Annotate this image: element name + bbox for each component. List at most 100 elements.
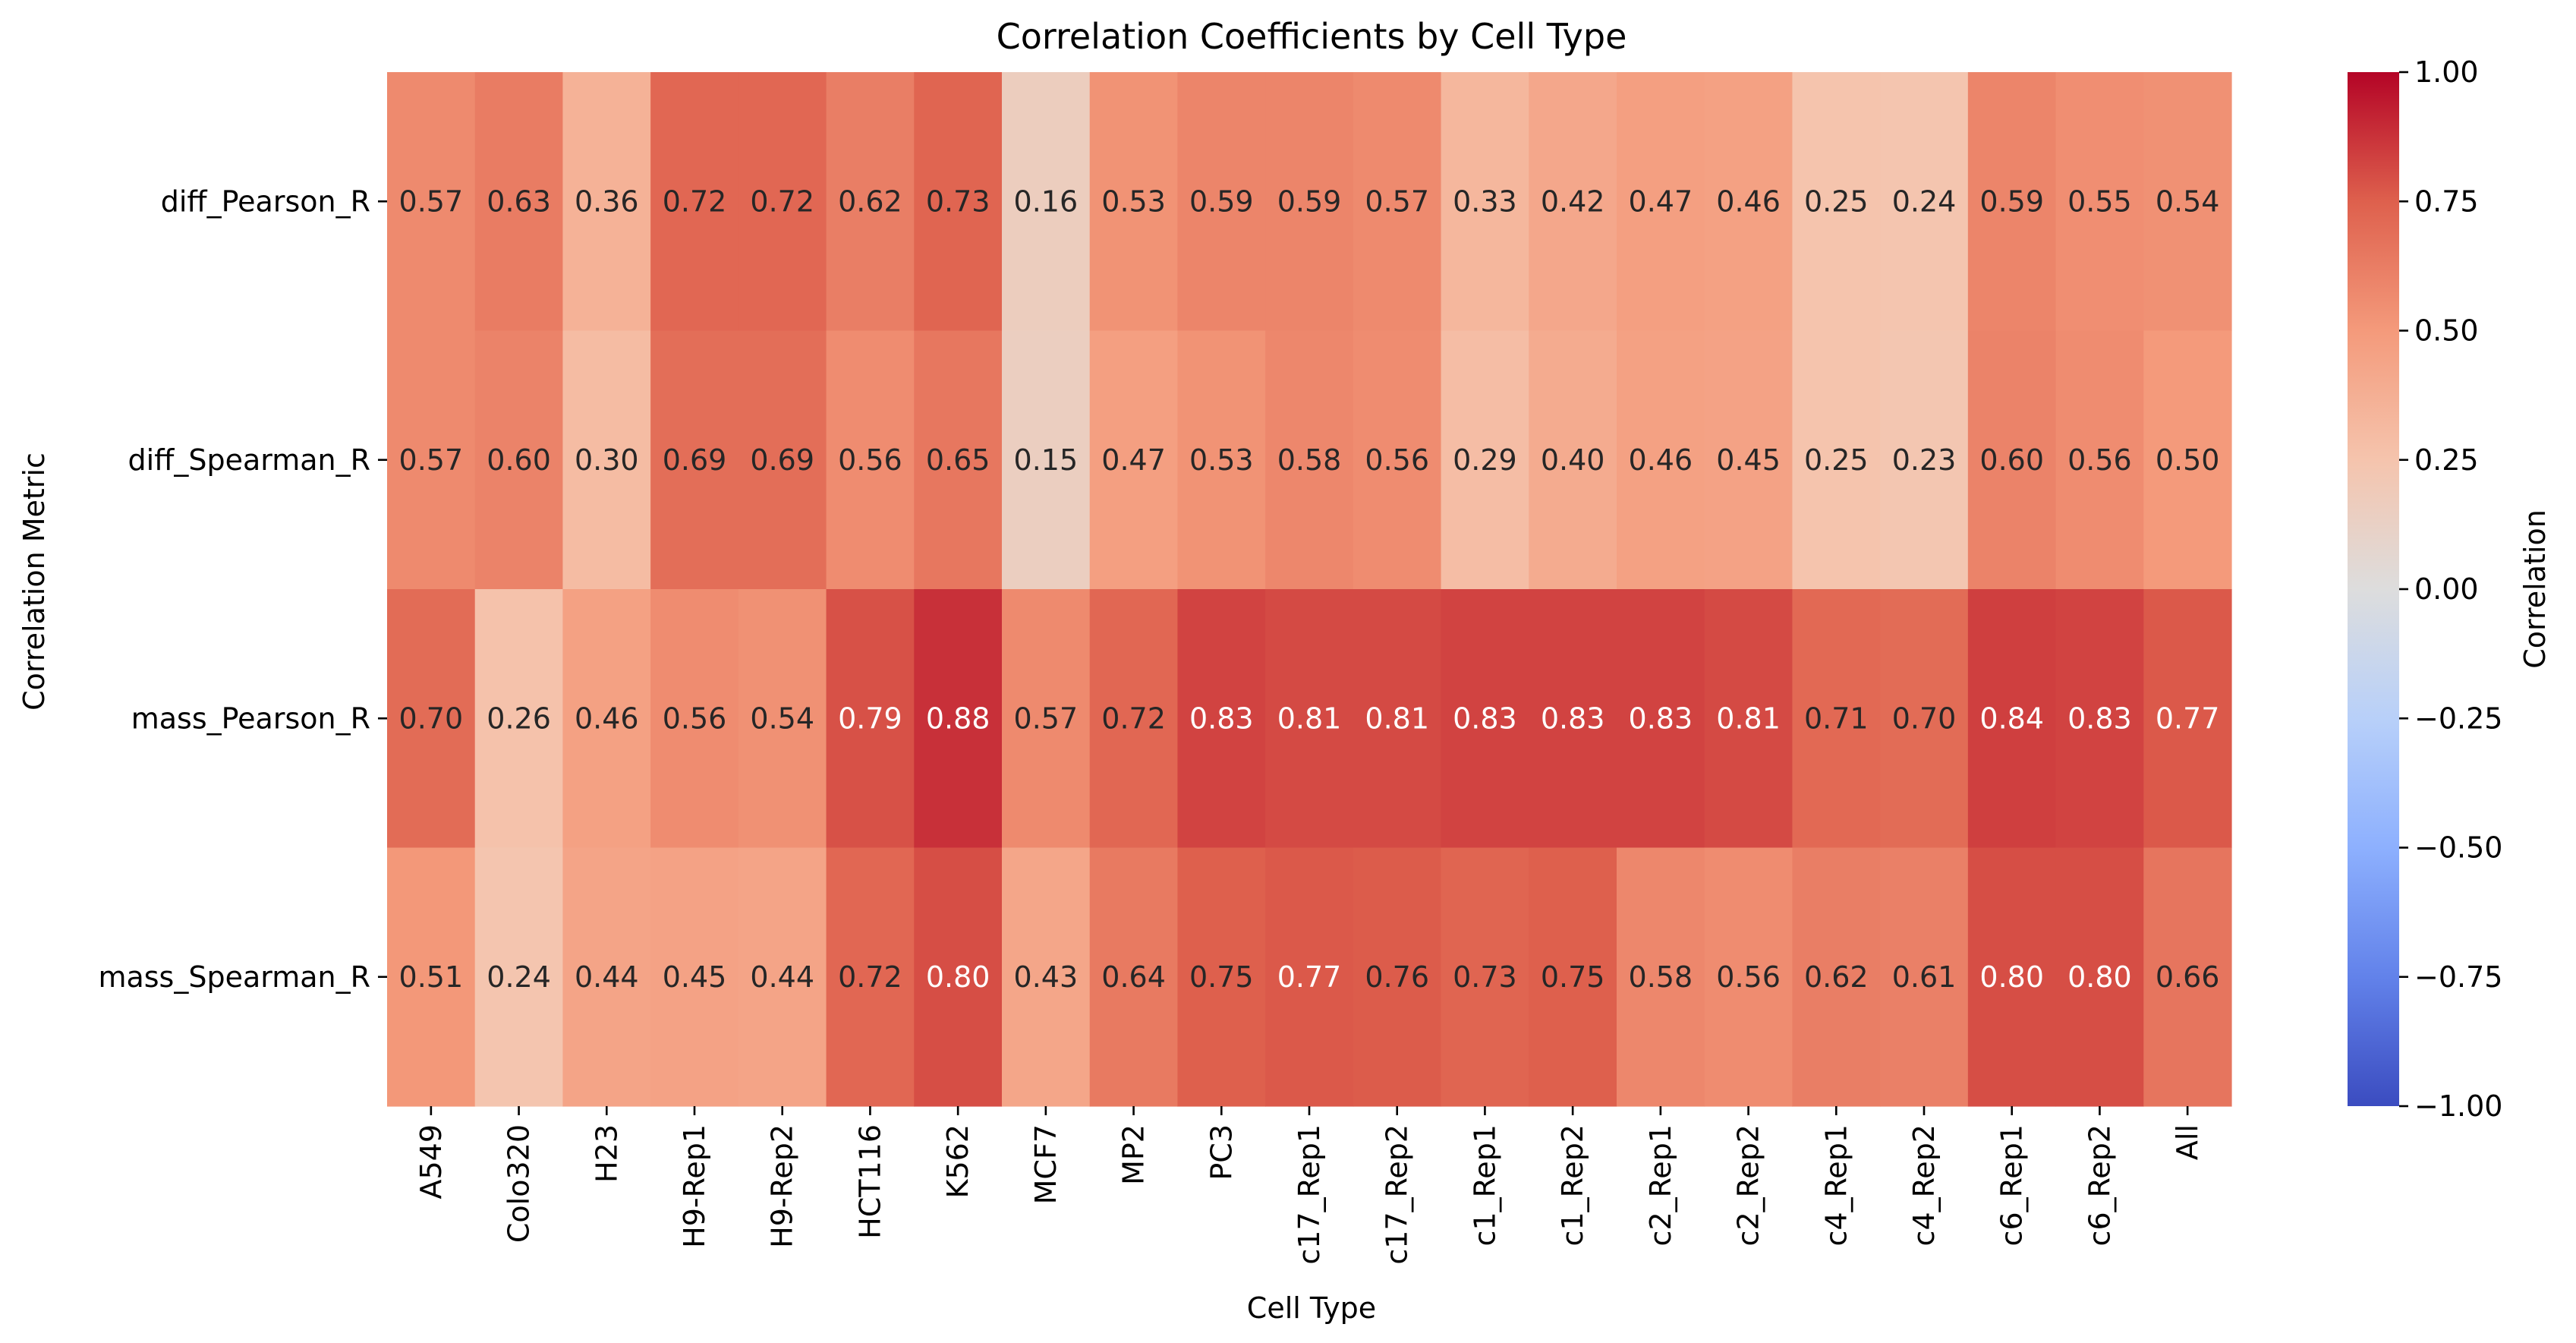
cell-value-label: 0.25 [1804, 184, 1869, 218]
cell-value-label: 0.57 [399, 443, 464, 477]
colorbar-tick-label: −0.50 [2414, 831, 2502, 865]
cell-value-label: 0.45 [663, 960, 727, 994]
cell-value-label: 0.56 [2067, 443, 2132, 477]
heatmap-cell [474, 72, 564, 332]
heatmap-cell [826, 589, 915, 849]
heatmap-cell [826, 72, 915, 332]
cell-value-label: 0.81 [1277, 701, 1342, 735]
x-tick-label: All [2171, 1124, 2204, 1160]
x-tick-label: c17_Rep2 [1381, 1124, 1414, 1265]
heatmap-cell [1792, 847, 1881, 1107]
cell-value-label: 0.46 [1629, 443, 1693, 477]
cell-value-label: 0.23 [1892, 443, 1957, 477]
heatmap-cell [2143, 589, 2232, 849]
heatmap-cell [474, 847, 564, 1107]
heatmap-cell [2055, 72, 2144, 332]
cell-value-label: 0.80 [926, 960, 990, 994]
heatmap-cell [1089, 847, 1179, 1107]
heatmap-cell [2055, 847, 2144, 1107]
heatmap-cell [1529, 589, 1617, 849]
heatmap-cell [1002, 589, 1091, 849]
colorbar-tick-label: −1.00 [2414, 1089, 2502, 1123]
cell-value-label: 0.59 [1277, 184, 1342, 218]
cell-value-label: 0.62 [838, 184, 902, 218]
heatmap-cell [1529, 72, 1617, 332]
colorbar-label: Correlation [2518, 509, 2552, 669]
x-tick-label: c6_Rep2 [2083, 1124, 2116, 1246]
heatmap-cell [2143, 847, 2232, 1107]
cell-value-label: 0.56 [838, 443, 902, 477]
cell-value-label: 0.75 [1541, 960, 1605, 994]
cell-value-label: 0.15 [1014, 443, 1079, 477]
heatmap-cell [826, 330, 915, 590]
x-tick-label: c4_Rep1 [1819, 1124, 1853, 1246]
x-tick-label: K562 [941, 1124, 975, 1198]
x-tick-label: H23 [590, 1124, 623, 1183]
x-axis-label: Cell Type [1247, 1291, 1376, 1325]
heatmap-cell [1529, 330, 1617, 590]
cell-value-label: 0.77 [2156, 701, 2220, 735]
cell-value-label: 0.71 [1804, 701, 1869, 735]
x-tick-label: c6_Rep1 [1995, 1124, 2029, 1246]
heatmap-cell [1967, 847, 2057, 1107]
colorbar-tick-label: 0.75 [2414, 184, 2479, 218]
cell-value-label: 0.66 [2156, 960, 2220, 994]
heatmap-cell [826, 847, 915, 1107]
heatmap-cell [1353, 847, 1442, 1107]
cell-value-label: 0.54 [2156, 184, 2220, 218]
cell-value-label: 0.65 [926, 443, 990, 477]
cell-value-label: 0.53 [1101, 184, 1166, 218]
cell-value-label: 0.43 [1014, 960, 1079, 994]
heatmap-cell [1002, 330, 1091, 590]
heatmap-cell [650, 330, 739, 590]
x-tick-label: c17_Rep1 [1293, 1124, 1326, 1265]
colorbar-tick-label: −0.25 [2414, 701, 2502, 735]
heatmap-cell [474, 330, 564, 590]
cell-value-label: 0.24 [487, 960, 551, 994]
x-tick-label: PC3 [1205, 1124, 1238, 1181]
cell-value-label: 0.56 [1365, 443, 1429, 477]
heatmap-cell [1177, 72, 1266, 332]
cell-value-label: 0.60 [487, 443, 551, 477]
colorbar-tick-label: 0.00 [2414, 572, 2479, 606]
heatmap-cells [387, 72, 2232, 1107]
x-tick-label: H9-Rep2 [766, 1124, 799, 1248]
heatmap-cell [1265, 330, 1354, 590]
heatmap-cell [738, 847, 827, 1107]
heatmap-cell [1704, 589, 1793, 849]
cell-value-label: 0.60 [1979, 443, 2044, 477]
cell-value-label: 0.57 [1365, 184, 1429, 218]
cell-value-label: 0.69 [750, 443, 814, 477]
heatmap-cell [1353, 330, 1442, 590]
heatmap-cell [1880, 589, 1969, 849]
cell-value-label: 0.26 [487, 701, 551, 735]
colorbar-tick-label: 0.50 [2414, 314, 2479, 348]
cell-value-label: 0.72 [1101, 701, 1166, 735]
heatmap-cell [2143, 330, 2232, 590]
cell-value-label: 0.57 [399, 184, 464, 218]
heatmap-cell [1529, 847, 1617, 1107]
cell-value-label: 0.83 [1629, 701, 1693, 735]
heatmap-cell [1353, 589, 1442, 849]
heatmap-cell [1177, 847, 1266, 1107]
y-tick-label: diff_Spearman_R [128, 443, 370, 477]
cell-value-label: 0.59 [1189, 184, 1254, 218]
heatmap-cell [738, 589, 827, 849]
heatmap-cell [1617, 330, 1705, 590]
cell-value-label: 0.54 [750, 701, 814, 735]
x-tick-label: c1_Rep1 [1468, 1124, 1501, 1246]
y-tick-label: mass_Spearman_R [98, 960, 370, 994]
cell-value-label: 0.72 [663, 184, 727, 218]
cell-value-label: 0.63 [487, 184, 551, 218]
cell-value-label: 0.56 [1716, 960, 1781, 994]
heatmap-cell [1177, 589, 1266, 849]
colorbar-tick-label: −0.75 [2414, 960, 2502, 994]
cell-value-label: 0.73 [1453, 960, 1517, 994]
heatmap-cell [1089, 330, 1179, 590]
cell-value-label: 0.70 [1892, 701, 1957, 735]
heatmap-cell [562, 847, 651, 1107]
heatmap-cell [1265, 847, 1354, 1107]
heatmap-cell [562, 72, 651, 332]
x-tick-label: c1_Rep2 [1556, 1124, 1589, 1246]
